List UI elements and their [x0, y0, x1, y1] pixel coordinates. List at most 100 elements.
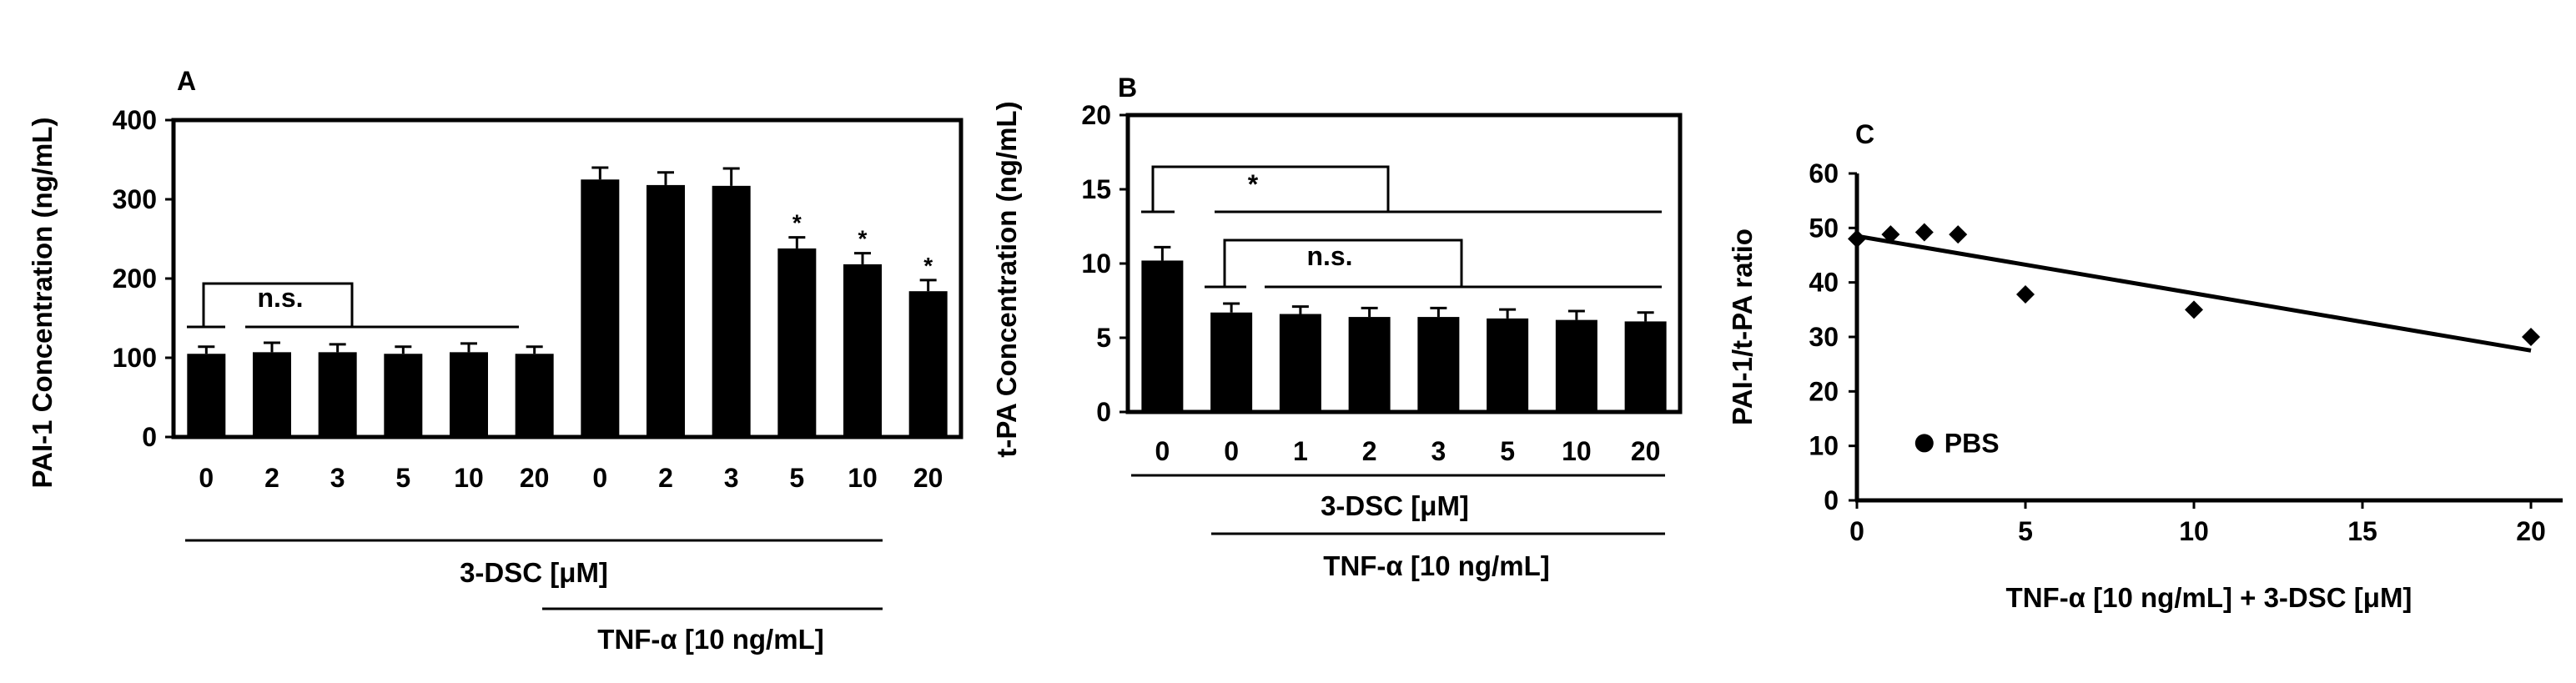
a-x-tick-label: 0 — [592, 463, 607, 493]
c-data-point — [1881, 225, 1900, 244]
panel-c-y-ticks: 0 10 20 30 40 50 60 — [1809, 158, 1857, 515]
panel-a-frame — [171, 118, 963, 439]
c-data-point — [1949, 225, 1968, 244]
a-x-tick-label: 10 — [454, 463, 484, 493]
a-bar — [647, 184, 685, 437]
a-y-tick-label: 300 — [113, 184, 157, 214]
panel-c-x-ticks: 0 5 10 15 20 — [1849, 500, 2546, 546]
c-data-point — [2522, 328, 2540, 346]
a-bar — [777, 248, 817, 437]
b-bar — [1624, 321, 1667, 412]
panel-b-star-label: * — [1248, 169, 1259, 199]
c-x-tick-label: 5 — [2018, 516, 2033, 546]
a-significance-mark: * — [923, 253, 933, 279]
b-y-tick-label: 10 — [1081, 249, 1111, 279]
c-y-tick-label: 30 — [1809, 322, 1839, 352]
b-y-tick-label: 20 — [1081, 100, 1111, 130]
c-y-tick-label: 40 — [1809, 268, 1839, 298]
panel-b-star-bracket — [1141, 165, 1662, 213]
panel-b-ylabel: t-PA Concentration (ng/mL) — [991, 101, 1022, 457]
a-x-tick-label: 2 — [264, 463, 279, 493]
a-bar — [450, 352, 488, 437]
panel-b-ns-bracket — [1205, 239, 1662, 289]
a-bar — [581, 179, 620, 437]
panel-c-ylabel: PAI-1/t-PA ratio — [1727, 229, 1758, 425]
panel-a-y-ticks: 0 100 200 300 400 — [113, 105, 174, 452]
a-bar — [908, 291, 948, 437]
a-y-tick-label: 200 — [113, 264, 157, 294]
a-x-tick-label: 20 — [913, 463, 943, 493]
panel-b-ns-label: n.s. — [1306, 241, 1352, 271]
b-x-tick-label: 10 — [1562, 436, 1592, 466]
b-x-tick-label: 2 — [1362, 436, 1377, 466]
b-x-tick-label: 0 — [1224, 436, 1239, 466]
panel-a-x-ticks: 0 2 3 5 10 20 0 2 3 5 10 20 — [199, 463, 943, 493]
panel-b-y-ticks: 0 5 10 15 20 — [1081, 100, 1128, 427]
panel-a-ns-label: n.s. — [257, 283, 303, 313]
a-bar — [515, 354, 554, 437]
c-y-tick-label: 20 — [1809, 376, 1839, 406]
panel-a: A PAI-1 Concentration (ng/mL) 0100200300… — [27, 66, 963, 655]
a-bar — [318, 352, 357, 437]
a-x-tick-label: 20 — [520, 463, 550, 493]
a-y-tick-label: 100 — [113, 343, 157, 373]
panel-a-ylabel: PAI-1 Concentration (ng/mL) — [27, 118, 58, 489]
b-bar — [1279, 314, 1321, 412]
c-x-tick-label: 15 — [2347, 516, 2377, 546]
b-bar — [1417, 317, 1460, 412]
panel-c: C PAI-1/t-PA ratio 0 10 20 30 40 50 60 0 5 10 15 2… — [1727, 119, 2563, 613]
panel-c-trendline — [1856, 234, 2532, 353]
panel-b-x-ticks: 0 0 1 2 3 5 10 20 — [1155, 436, 1660, 466]
b-y-tick-label: 0 — [1096, 397, 1111, 427]
b-bar — [1141, 260, 1184, 412]
b-x-tick-label: 0 — [1155, 436, 1170, 466]
a-bar — [187, 354, 226, 437]
a-significance-mark: * — [792, 210, 802, 236]
c-x-tick-label: 10 — [2179, 516, 2209, 546]
a-x-tick-label: 3 — [724, 463, 739, 493]
panel-a-bars: * * * — [187, 166, 948, 437]
b-bar — [1210, 312, 1253, 412]
panel-c-xlabel: TNF-α [10 ng/mL] + 3-DSC [μM] — [2006, 582, 2412, 613]
c-data-point — [1848, 229, 1866, 249]
b-bar — [1555, 319, 1597, 412]
a-x-tick-label: 10 — [848, 463, 878, 493]
panel-c-points — [1848, 223, 2540, 346]
b-y-tick-label: 5 — [1096, 323, 1111, 353]
c-data-point — [2185, 300, 2203, 319]
c-y-tick-label: 0 — [1824, 485, 1839, 515]
a-bar — [384, 354, 423, 437]
a-y-tick-label: 0 — [142, 422, 157, 452]
a-bar — [253, 352, 291, 437]
c-x-tick-label: 0 — [1849, 516, 1864, 546]
panel-b-frame — [1125, 113, 1683, 414]
b-y-tick-label: 15 — [1081, 174, 1111, 204]
panel-b-bars — [1141, 245, 1667, 412]
c-y-tick-label: 60 — [1809, 158, 1839, 188]
panel-b-tnf-label: TNF-α [10 ng/mL] — [1323, 550, 1549, 581]
panel-c-pbs-marker — [1914, 434, 1934, 453]
panel-a-3dsc-label: 3-DSC [μM] — [460, 557, 608, 588]
c-data-point — [1914, 223, 1934, 242]
c-x-tick-label: 20 — [2516, 516, 2546, 546]
b-bar — [1487, 318, 1529, 412]
b-x-tick-label: 20 — [1631, 436, 1661, 466]
panel-b-letter: B — [1118, 73, 1137, 103]
a-y-tick-label: 400 — [113, 105, 157, 135]
b-bar — [1348, 317, 1391, 412]
b-x-tick-label: 5 — [1500, 436, 1515, 466]
panel-a-ns-bracket — [187, 282, 519, 329]
panel-a-tnf-label: TNF-α [10 ng/mL] — [597, 624, 823, 655]
a-x-tick-label: 0 — [199, 463, 214, 493]
a-x-tick-label: 5 — [789, 463, 804, 493]
a-x-tick-label: 2 — [658, 463, 673, 493]
c-data-point — [2016, 285, 2035, 304]
a-x-tick-label: 5 — [395, 463, 410, 493]
a-x-tick-label: 3 — [330, 463, 345, 493]
b-x-tick-label: 1 — [1293, 436, 1308, 466]
c-y-tick-label: 50 — [1809, 213, 1839, 243]
panel-c-letter: C — [1855, 119, 1874, 149]
panel-a-letter: A — [177, 66, 196, 96]
